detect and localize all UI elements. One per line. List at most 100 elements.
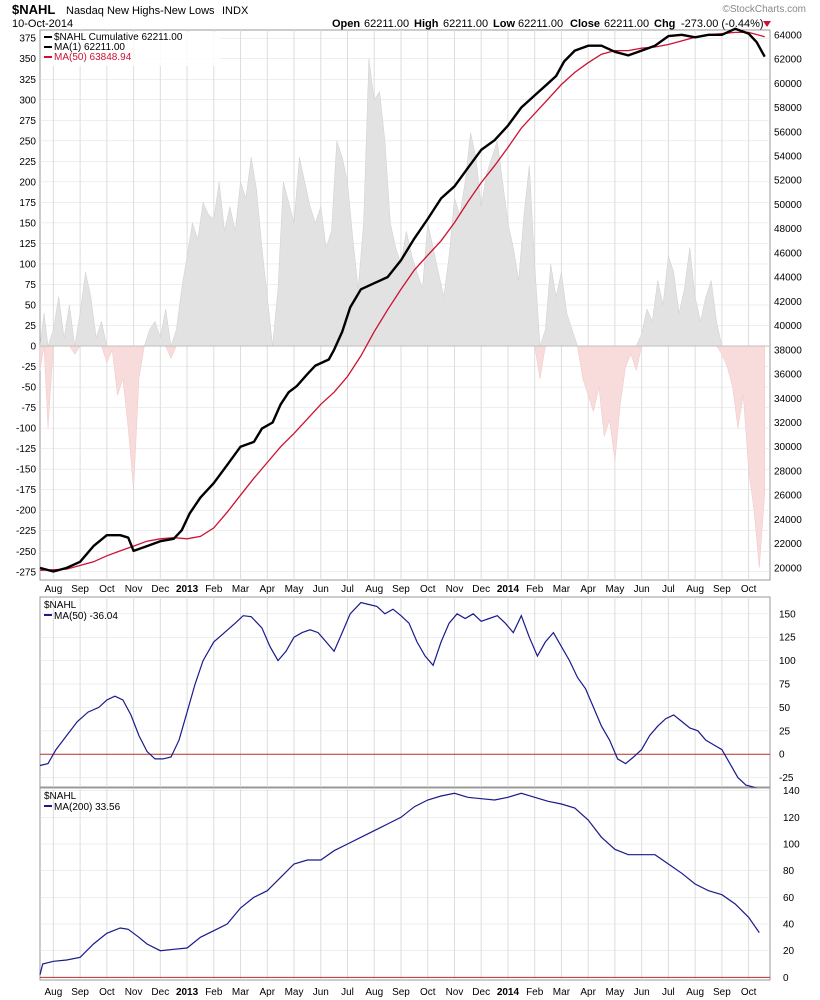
x-tick-label-bottom: Sep (71, 987, 89, 998)
x-tick-label-main: Dec (151, 584, 169, 595)
x-tick-label-main: Apr (260, 584, 276, 595)
x-axis: Aug Aug Sep Sep Oct Oct Nov Nov Dec Dec 2013 2013 Fe… (44, 584, 756, 998)
main-left-tick-label: -175 (16, 485, 36, 496)
x-tick-label-main: Mar (232, 584, 250, 595)
main-right-tick-label: 20000 (774, 563, 802, 574)
chart-title: Nasdaq New Highs-New Lows (66, 5, 215, 17)
main-left-tick-label: -200 (16, 506, 36, 517)
x-tick-label-bottom: Jun (313, 987, 329, 998)
x-tick-label-main: 2013 (176, 584, 199, 595)
main-right-tick-label: 52000 (774, 176, 802, 187)
main-left-tick-label: -75 (22, 403, 37, 414)
main-left-tick-label: -25 (22, 362, 37, 373)
bottom-tick-label: 0 (783, 973, 789, 984)
middle-tick-label: 125 (779, 633, 796, 644)
x-tick-label-main: Sep (392, 584, 410, 595)
exchange-label: INDX (222, 5, 249, 17)
main-left-tick-label: 50 (25, 301, 37, 312)
x-tick-label-bottom: Oct (99, 987, 115, 998)
x-tick-label-bottom: Aug (44, 987, 62, 998)
x-tick-label-bottom: Jun (634, 987, 650, 998)
down-arrow-icon (763, 21, 771, 27)
bottom-panel (39, 787, 771, 981)
legend-ma1: MA(1) 62211.00 (54, 42, 125, 53)
main-left-tick-label: 250 (19, 136, 36, 147)
x-tick-label-bottom: Apr (580, 987, 596, 998)
middle-tick-label: 150 (779, 609, 796, 620)
main-right-tick-label: 62000 (774, 55, 802, 66)
x-tick-label-main: Mar (553, 584, 571, 595)
x-tick-label-bottom: Jul (341, 987, 354, 998)
main-right-tick-label: 22000 (774, 539, 802, 550)
middle-panel-content: -25 0 25 50 75 100 125 150 (39, 597, 796, 789)
open-value: 62211.00 (364, 18, 409, 30)
main-right-tick-label: 56000 (774, 127, 802, 138)
middle-tick-label: 50 (779, 703, 791, 714)
x-tick-label-bottom: Oct (741, 987, 757, 998)
legend-cumulative: $NAHL Cumulative 62211.00 (54, 32, 183, 43)
middle-legend-ma50: MA(50) -36.04 (54, 611, 118, 622)
bottom-tick-label: 20 (783, 946, 795, 957)
legend-ma50: MA(50) 63848.94 (54, 52, 132, 63)
middle-tick-label: -25 (779, 773, 794, 784)
x-tick-label-main: Sep (713, 584, 731, 595)
x-tick-label-bottom: Aug (365, 987, 383, 998)
main-left-tick-label: 300 (19, 95, 36, 106)
open-label: Open (332, 18, 360, 30)
chg-label: Chg (654, 18, 675, 30)
main-left-tick-label: 100 (19, 259, 36, 270)
bottom-panel-content: 0 20 40 60 80 100 120 140 (39, 786, 800, 984)
bottom-tick-label: 60 (783, 893, 795, 904)
x-tick-label-main: Sep (71, 584, 89, 595)
x-tick-label-bottom: May (605, 987, 624, 998)
main-left-tick-label: 275 (19, 116, 36, 127)
main-right-tick-label: 54000 (774, 151, 802, 162)
x-tick-label-main: Feb (205, 584, 223, 595)
middle-tick-label: 0 (779, 750, 785, 761)
main-left-tick-label: -250 (16, 547, 36, 558)
main-legend-box (42, 32, 220, 66)
x-tick-label-main: Jun (313, 584, 329, 595)
high-value: 62211.00 (443, 18, 488, 30)
x-tick-label-bottom: Aug (686, 987, 704, 998)
x-tick-label-main: May (605, 584, 624, 595)
main-right-tick-label: 32000 (774, 418, 802, 429)
main-left-tick-label: 350 (19, 54, 36, 65)
main-left-tick-label: 75 (25, 280, 37, 291)
main-right-tick-label: 58000 (774, 103, 802, 114)
x-tick-label-bottom: 2013 (176, 987, 199, 998)
middle-panel (39, 596, 771, 788)
main-left-tick-label: -50 (22, 383, 37, 394)
x-tick-label-bottom: Sep (713, 987, 731, 998)
x-tick-label-main: 2014 (497, 584, 520, 595)
main-right-tick-label: 38000 (774, 345, 802, 356)
chg-value: -273.00 (-0.44%) (681, 18, 764, 30)
main-right-tick-label: 48000 (774, 224, 802, 235)
main-right-tick-label: 36000 (774, 370, 802, 381)
main-right-tick-label: 40000 (774, 321, 802, 332)
x-tick-label-main: Feb (526, 584, 544, 595)
main-panel-content: -275-250-225-200-175-150-125-100-75-50-2… (16, 27, 802, 580)
x-tick-label-main: Dec (472, 584, 490, 595)
main-right-tick-label: 34000 (774, 394, 802, 405)
main-right-tick-label: 42000 (774, 297, 802, 308)
main-left-tick-label: -125 (16, 444, 36, 455)
x-tick-label-bottom: Mar (232, 987, 250, 998)
middle-panel-title: $NAHL (44, 600, 77, 611)
main-left-tick-label: -150 (16, 465, 36, 476)
main-right-tick-label: 26000 (774, 491, 802, 502)
x-tick-label-bottom: Nov (125, 987, 143, 998)
x-tick-label-main: Nov (125, 584, 143, 595)
bottom-tick-label: 100 (783, 840, 800, 851)
x-tick-label-bottom: Dec (472, 987, 490, 998)
close-label: Close (570, 18, 600, 30)
bottom-legend-swatch (44, 805, 52, 807)
middle-legend-swatch (44, 614, 52, 616)
main-left-tick-label: 25 (25, 321, 37, 332)
x-tick-label-main: Oct (420, 584, 436, 595)
bottom-tick-label: 80 (783, 866, 795, 877)
x-tick-label-bottom: Jul (662, 987, 675, 998)
x-tick-label-main: Jun (634, 584, 650, 595)
main-right-tick-label: 60000 (774, 79, 802, 90)
